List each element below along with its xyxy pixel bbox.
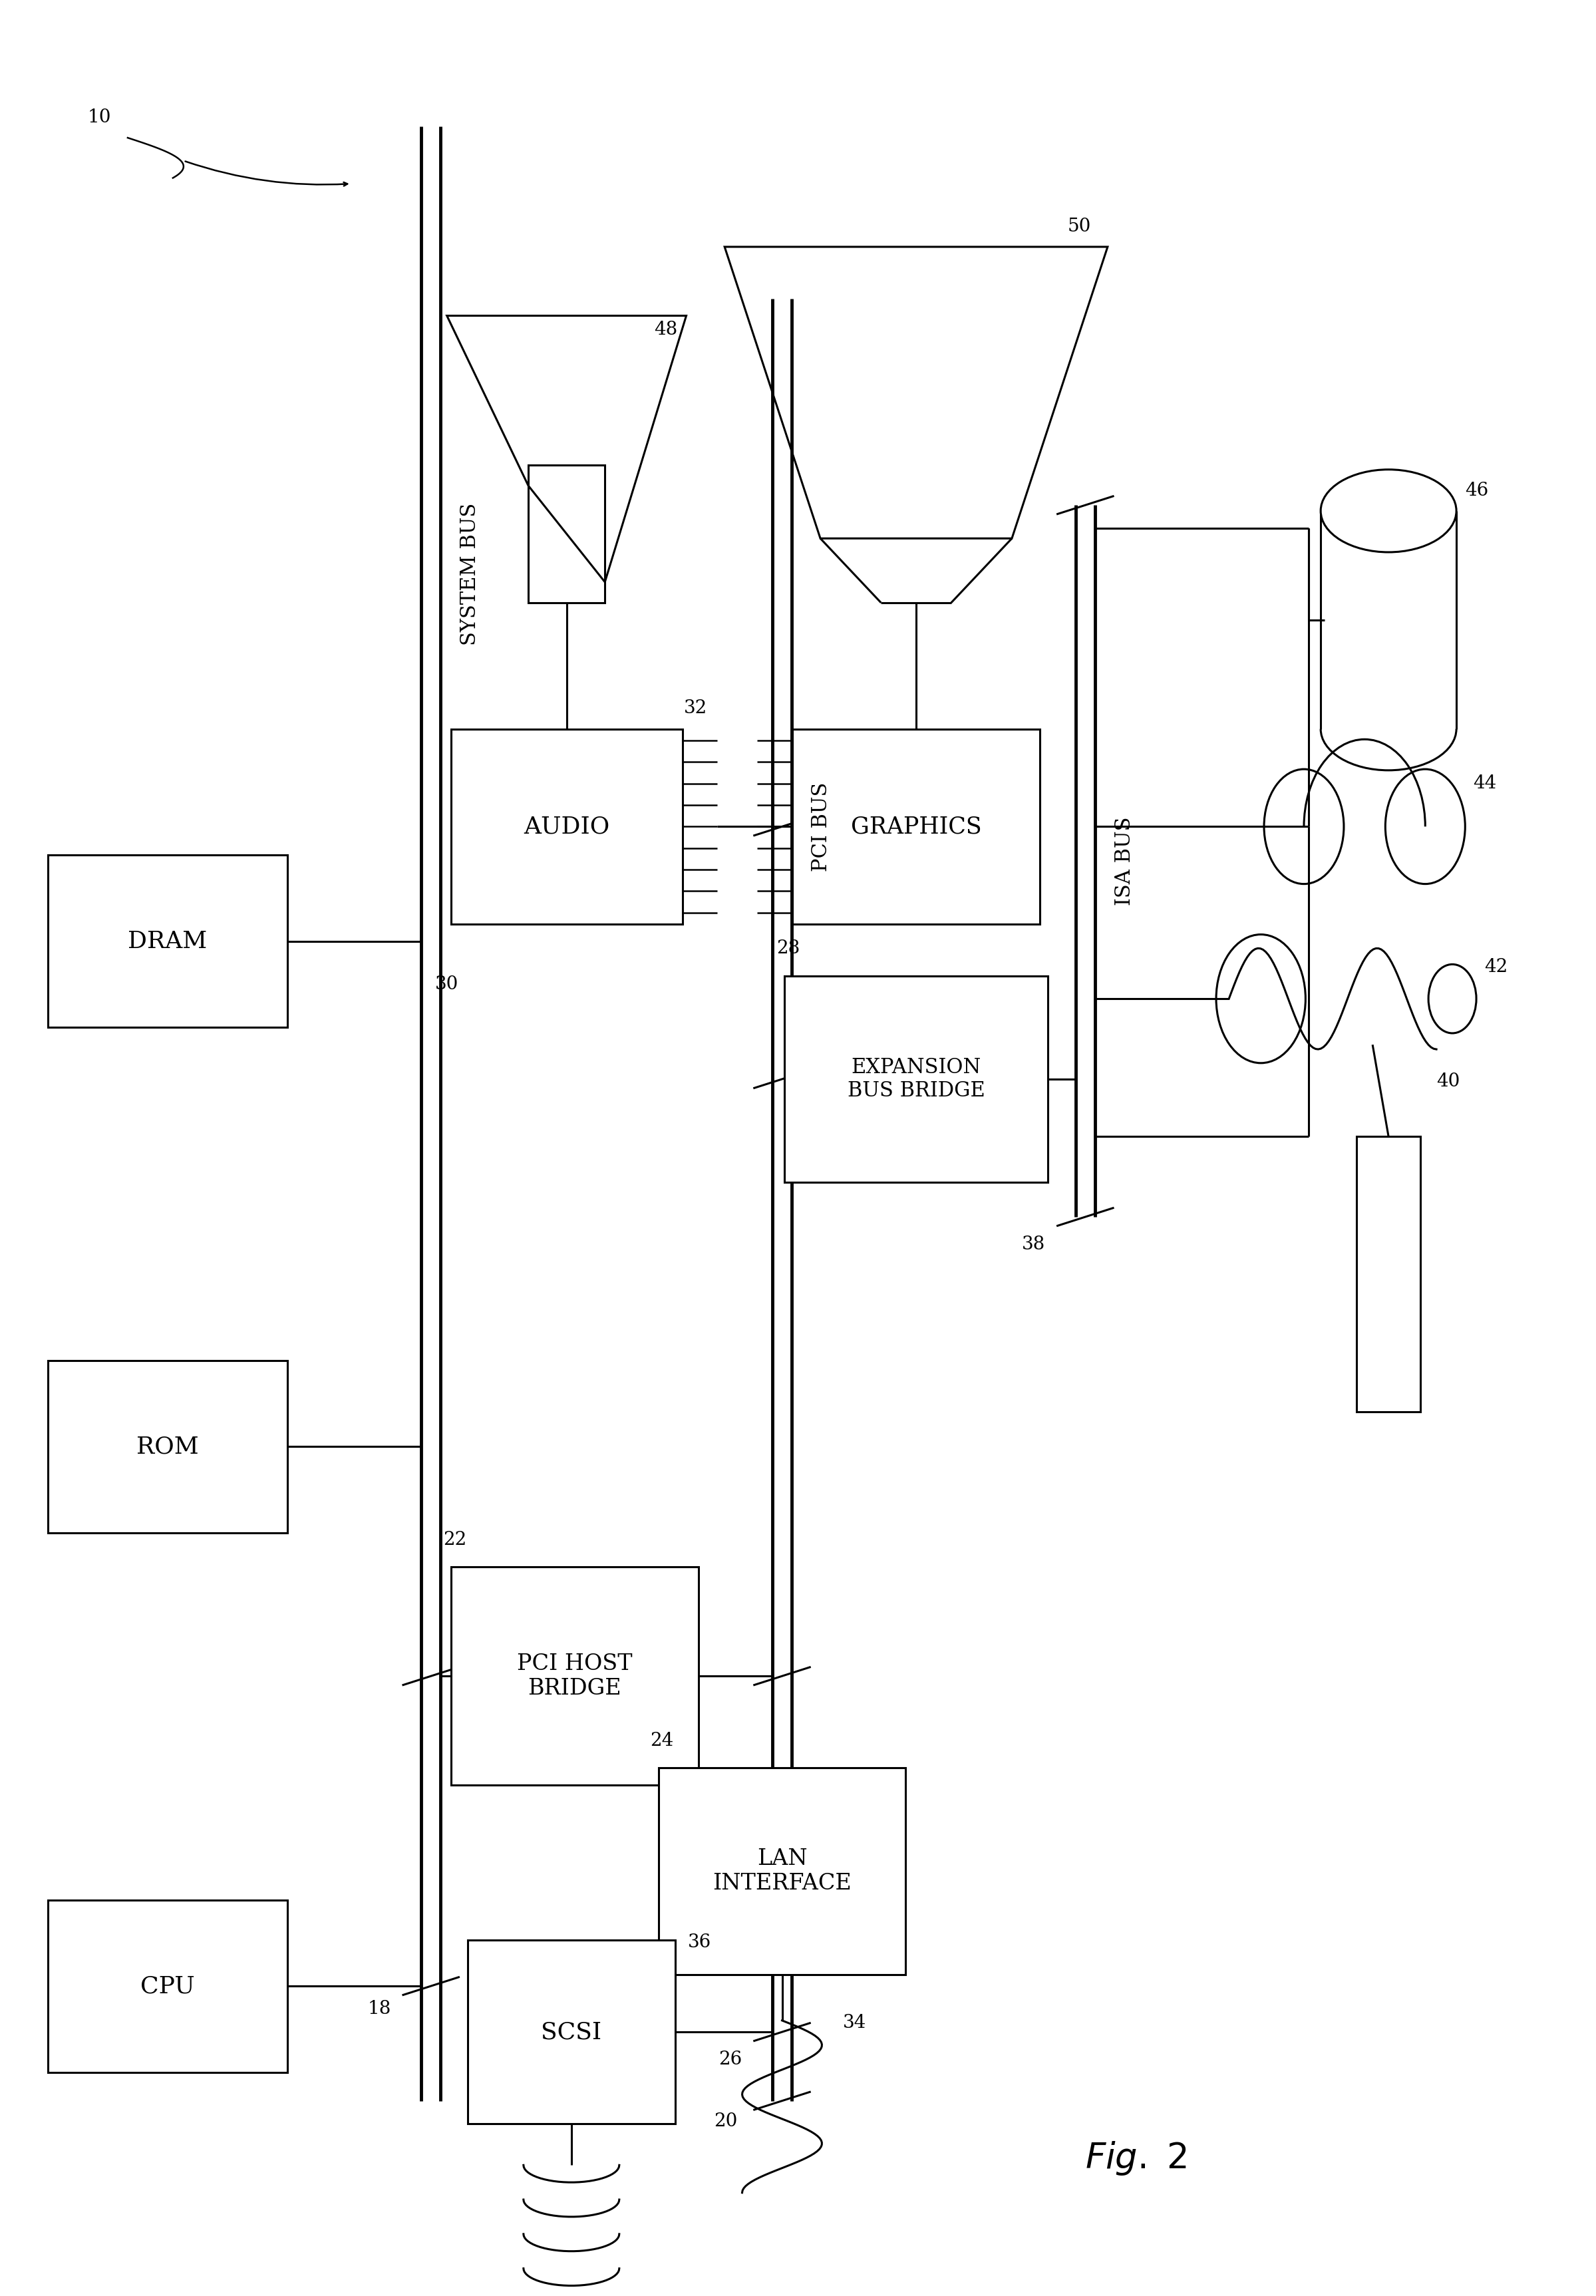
Text: CPU: CPU bbox=[140, 1975, 195, 1998]
Text: EXPANSION
BUS BRIDGE: EXPANSION BUS BRIDGE bbox=[847, 1056, 985, 1102]
Text: 36: 36 bbox=[688, 1933, 712, 1952]
Text: DRAM: DRAM bbox=[128, 930, 207, 953]
Text: 48: 48 bbox=[654, 321, 678, 338]
Text: SYSTEM BUS: SYSTEM BUS bbox=[460, 503, 480, 645]
FancyBboxPatch shape bbox=[784, 976, 1047, 1182]
FancyBboxPatch shape bbox=[48, 1359, 287, 1534]
FancyBboxPatch shape bbox=[658, 1768, 907, 1975]
Text: 30: 30 bbox=[434, 976, 458, 992]
Text: $\mathit{Fig.\ 2}$: $\mathit{Fig.\ 2}$ bbox=[1085, 2140, 1187, 2177]
FancyBboxPatch shape bbox=[450, 1566, 699, 1786]
Text: 20: 20 bbox=[713, 2112, 737, 2131]
Text: 42: 42 bbox=[1484, 957, 1508, 976]
Text: 46: 46 bbox=[1465, 482, 1489, 501]
Text: AUDIO: AUDIO bbox=[523, 815, 610, 838]
Text: ROM: ROM bbox=[136, 1435, 199, 1458]
Text: 22: 22 bbox=[442, 1531, 466, 1548]
Text: 32: 32 bbox=[683, 700, 707, 716]
Text: PCI BUS: PCI BUS bbox=[811, 783, 832, 870]
Text: 28: 28 bbox=[776, 939, 800, 957]
Text: 44: 44 bbox=[1473, 774, 1497, 792]
Text: 24: 24 bbox=[651, 1731, 674, 1750]
Text: 34: 34 bbox=[843, 2014, 867, 2032]
Text: 18: 18 bbox=[367, 2000, 391, 2018]
Text: 26: 26 bbox=[718, 2050, 742, 2069]
FancyBboxPatch shape bbox=[468, 1940, 675, 2124]
FancyBboxPatch shape bbox=[792, 730, 1041, 923]
Text: PCI HOST
BRIDGE: PCI HOST BRIDGE bbox=[517, 1653, 632, 1699]
Text: LAN
INTERFACE: LAN INTERFACE bbox=[712, 1848, 852, 1894]
Text: ISA BUS: ISA BUS bbox=[1114, 817, 1135, 905]
FancyBboxPatch shape bbox=[450, 730, 683, 923]
Text: GRAPHICS: GRAPHICS bbox=[851, 815, 982, 838]
FancyBboxPatch shape bbox=[48, 856, 287, 1029]
FancyBboxPatch shape bbox=[1357, 1137, 1420, 1412]
Text: SCSI: SCSI bbox=[541, 2020, 602, 2043]
Text: 10: 10 bbox=[88, 108, 112, 126]
Text: 40: 40 bbox=[1436, 1072, 1460, 1091]
FancyBboxPatch shape bbox=[528, 464, 605, 602]
Ellipse shape bbox=[1321, 471, 1457, 553]
Text: 50: 50 bbox=[1068, 218, 1092, 234]
FancyBboxPatch shape bbox=[48, 1901, 287, 2071]
Text: 38: 38 bbox=[1021, 1235, 1045, 1254]
